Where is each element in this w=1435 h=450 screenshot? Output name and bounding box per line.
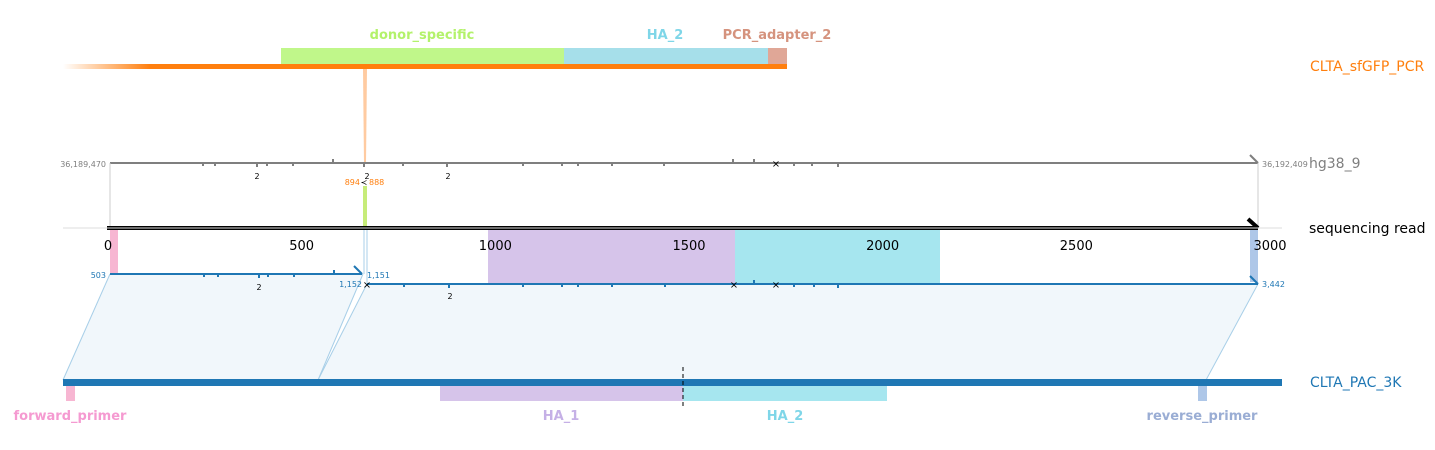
forward-primer-feature	[66, 386, 75, 401]
deletion-marker: ×	[772, 159, 780, 170]
plasmid-reference-name: CLTA_PAC_3K	[1310, 375, 1402, 391]
genome-indel-size: 2	[254, 172, 259, 181]
read-axis-tick-label: 2500	[1060, 239, 1093, 254]
genome-reference: × 36,189,470 36,192,409 hg38_9 2 2 2 894…	[60, 154, 1360, 228]
genome-mismatch-ticks	[202, 159, 839, 167]
genome-start-coord: 36,189,470	[60, 160, 106, 169]
read-reverse-primer-projection	[1250, 230, 1258, 282]
plasmid-segment-1-arrow	[353, 265, 363, 275]
pcr-reference-name: CLTA_sfGFP_PCR	[1310, 59, 1424, 75]
read-forward-primer-projection	[110, 230, 118, 275]
ha2-top-feature	[564, 48, 768, 64]
ha2-top-label: HA_2	[647, 28, 684, 43]
read-axis: 0 500 1000 1500 2000 2500 3000	[104, 239, 1287, 254]
segment-2-end-coord: 3,442	[1262, 280, 1285, 289]
plasmid-deletion-marker: ×	[363, 280, 371, 291]
plasmid-mismatch-ticks	[203, 270, 839, 288]
insertion-projection	[363, 186, 367, 228]
read-ha1-projection	[488, 230, 735, 284]
alignment-edge	[62, 273, 111, 381]
plasmid-deletion-marker: ×	[772, 280, 780, 291]
ha2-bottom-feature	[683, 386, 887, 401]
plasmid-reference-bar	[63, 379, 1282, 386]
pcr-adapter-2-label: PCR_adapter_2	[723, 28, 832, 43]
reverse-primer-feature	[1198, 386, 1207, 401]
sequencing-read: 0 500 1000 1500 2000 2500 3000 sequencing read	[63, 217, 1425, 284]
genome-indel-size: 2	[445, 172, 450, 181]
alignment-edge	[1205, 283, 1259, 381]
plasmid-segment-2-arrow	[1249, 275, 1259, 285]
read-axis-tick-label: 500	[289, 239, 314, 254]
read-axis-tick-label: 2000	[866, 239, 899, 254]
read-axis-tick-label: 1000	[479, 239, 512, 254]
insertion-arrow: ≺	[361, 178, 368, 187]
segment-1-end-coord: 1,151	[367, 271, 390, 280]
pcr-reference: donor_specific HA_2 PCR_adapter_2 CLTA_s…	[63, 28, 1424, 75]
forward-primer-label: forward_primer	[14, 409, 128, 424]
ha2-bottom-label: HA_2	[767, 409, 804, 424]
segment-2-start-coord: 1,152	[339, 280, 362, 289]
ha1-feature	[440, 386, 683, 401]
read-axis-tick-label: 0	[104, 239, 112, 254]
genome-indel-size: 2	[364, 172, 369, 181]
read-end-arrow	[1246, 217, 1260, 230]
alignment-fill-2	[318, 284, 1258, 380]
reverse-primer-label: reverse_primer	[1147, 409, 1259, 424]
donor-specific-label: donor_specific	[370, 28, 475, 43]
read-name: sequencing read	[1309, 221, 1425, 237]
genome-end-tick	[1249, 154, 1259, 164]
pcr-reference-bar	[63, 64, 787, 69]
plasmid-deletion-marker: ×	[730, 280, 738, 291]
read-axis-tick-label: 3000	[1253, 239, 1286, 254]
plasmid-indel-size: 2	[256, 283, 261, 292]
plasmid-reference: forward_primer HA_1 HA_2 reverse_primer …	[14, 367, 1402, 424]
genome-reference-name: hg38_9	[1309, 156, 1360, 172]
pcr-genome-connector	[363, 69, 367, 164]
donor-specific-feature	[281, 48, 564, 64]
plasmid-indel-size: 2	[447, 292, 452, 301]
alignment-edge	[317, 273, 364, 381]
segment-1-start-coord: 503	[91, 271, 106, 280]
alignment-edge	[317, 283, 368, 381]
insertion-right-coord: 888	[369, 178, 384, 187]
genome-end-coord: 36,192,409	[1262, 160, 1308, 169]
alignment-fill-1	[63, 274, 363, 380]
read-axis-tick-label: 1500	[672, 239, 705, 254]
plasmid-alignments: × × × 503 1,151 1,152 3,442 2 2	[62, 230, 1285, 381]
pcr-adapter-2-feature	[768, 48, 787, 64]
read-ha2-projection	[735, 230, 940, 284]
insertion-left-coord: 894	[345, 178, 360, 187]
ha1-label: HA_1	[543, 409, 580, 424]
